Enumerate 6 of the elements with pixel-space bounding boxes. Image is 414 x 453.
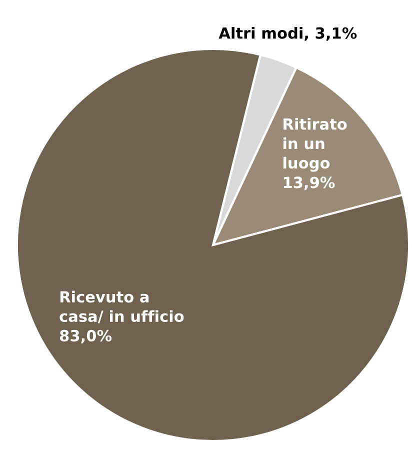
slice-label: Altri modi, 3,1% bbox=[218, 27, 357, 41]
data-label: 13,9% bbox=[284, 176, 335, 190]
pie-slice bbox=[16, 48, 410, 442]
slice-label: Ricevuto a casa/ in ufficio bbox=[60, 290, 184, 324]
slice-label: Ritirato in un luogo bbox=[284, 118, 347, 172]
data-label: 83,0% bbox=[60, 330, 112, 344]
